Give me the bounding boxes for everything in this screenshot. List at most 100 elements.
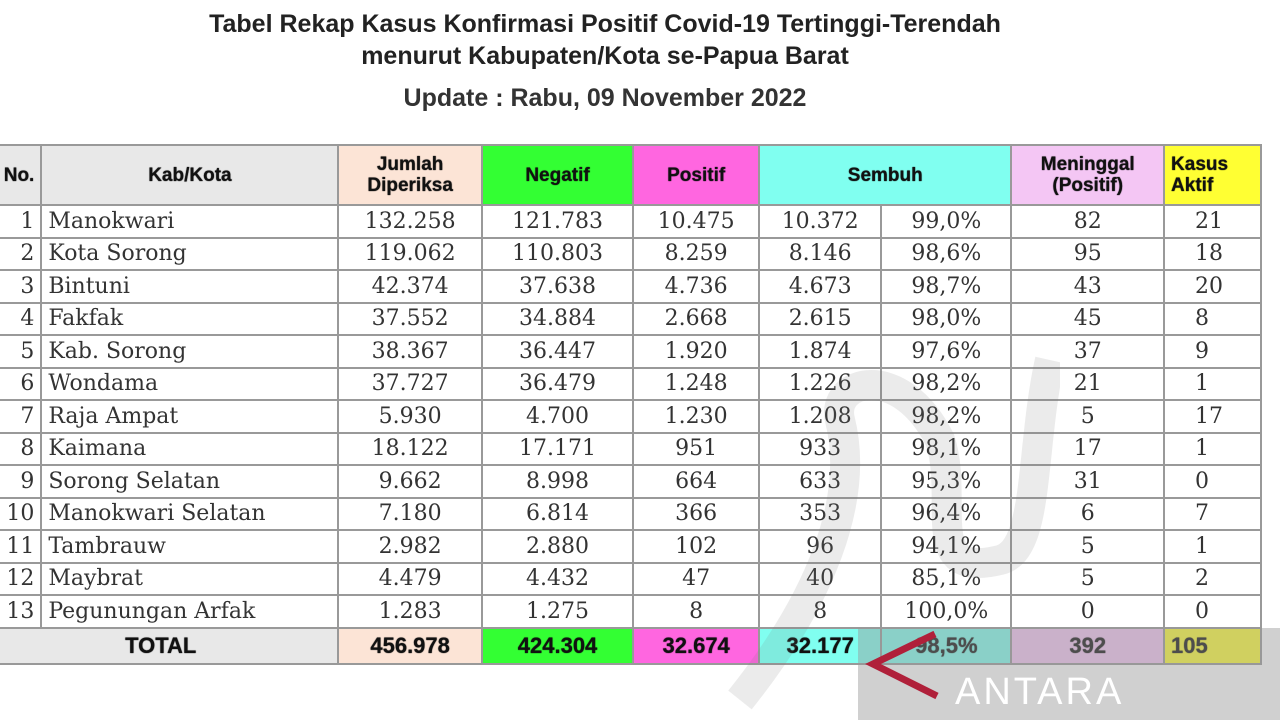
header-kab: Kab/Kota [40,144,340,206]
cell-negatif: 121.783 [480,204,635,239]
cell-kab: Bintuni [40,269,340,304]
cell-negatif: 4.432 [480,561,635,596]
title-line-1: Tabel Rekap Kasus Konfirmasi Positif Cov… [209,10,1001,38]
cell-kab: Manokwari [40,204,340,239]
table-row: 11 Tambrauw 2.982 2.880 102 96 94,1% 5 1 [0,529,1262,564]
cell-negatif: 34.884 [480,301,635,336]
cell-persen: 98,6% [880,236,1013,271]
cell-jumlah: 2.982 [337,529,483,564]
cell-persen: 99,0% [880,204,1013,239]
cell-aktif: 1 [1163,529,1262,564]
cell-no: 12 [0,561,43,596]
total-persen: 98,5% [880,626,1013,665]
update-date: Update : Rabu, 09 November 2022 [403,84,807,112]
cell-aktif: 18 [1163,236,1262,271]
cell-sembuh: 8 [758,594,883,629]
covid-table: No. Kab/Kota Jumlah Diperiksa Negatif Po… [0,144,1262,665]
cell-no: 10 [0,496,43,531]
header-meninggal: Meninggal (Positif) [1010,144,1166,206]
table-row: 2 Kota Sorong 119.062 110.803 8.259 8.146 98,6… [0,236,1262,271]
cell-aktif: 0 [1163,464,1262,499]
cell-meninggal: 17 [1010,431,1166,466]
cell-kab: Wondama [40,366,340,401]
cell-aktif: 2 [1163,561,1262,596]
cell-aktif: 21 [1163,204,1262,239]
cell-sembuh: 1.226 [758,366,883,401]
cell-aktif: 7 [1163,496,1262,531]
cell-kab: Maybrat [40,561,340,596]
cell-negatif: 1.275 [480,594,635,629]
cell-persen: 98,0% [880,301,1013,336]
cell-kab: Manokwari Selatan [40,496,340,531]
cell-positif: 366 [632,496,761,531]
cell-jumlah: 38.367 [337,334,483,369]
cell-aktif: 9 [1163,334,1262,369]
cell-persen: 85,1% [880,561,1013,596]
cell-meninggal: 6 [1010,496,1166,531]
cell-jumlah: 1.283 [337,594,483,629]
cell-negatif: 36.479 [480,366,635,401]
cell-positif: 664 [632,464,761,499]
cell-kab: Tambrauw [40,529,340,564]
cell-positif: 102 [632,529,761,564]
table-row: 5 Kab. Sorong 38.367 36.447 1.920 1.874 97,6% 3… [0,334,1262,369]
cell-persen: 98,1% [880,431,1013,466]
cell-positif: 8 [632,594,761,629]
header-negatif: Negatif [480,144,635,206]
cell-no: 8 [0,431,43,466]
antara-logo-icon [865,630,939,700]
cell-sembuh: 1.874 [758,334,883,369]
cell-kab: Raja Ampat [40,399,340,434]
cell-positif: 47 [632,561,761,596]
cell-no: 7 [0,399,43,434]
cell-positif: 1.920 [632,334,761,369]
cell-sembuh: 96 [758,529,883,564]
cell-aktif: 8 [1163,301,1262,336]
table-row: 1 Manokwari 132.258 121.783 10.475 10.372 99,0… [0,204,1262,239]
cell-aktif: 0 [1163,594,1262,629]
cell-negatif: 17.171 [480,431,635,466]
cell-jumlah: 7.180 [337,496,483,531]
cell-meninggal: 31 [1010,464,1166,499]
cell-positif: 8.259 [632,236,761,271]
table-row: 7 Raja Ampat 5.930 4.700 1.230 1.208 98,2% 5 17 [0,399,1262,434]
cell-persen: 98,2% [880,366,1013,401]
cell-jumlah: 37.552 [337,301,483,336]
cell-kab: Kaimana [40,431,340,466]
cell-meninggal: 43 [1010,269,1166,304]
cell-no: 13 [0,594,43,629]
cell-positif: 10.475 [632,204,761,239]
cell-no: 2 [0,236,43,271]
cell-persen: 95,3% [880,464,1013,499]
antara-watermark-text: ANTARA [955,671,1125,713]
cell-no: 11 [0,529,43,564]
table-row: 4 Fakfak 37.552 34.884 2.668 2.615 98,0% 45 8 [0,301,1262,336]
total-jumlah: 456.978 [337,626,483,665]
total-label: TOTAL [0,626,340,665]
table-row: 12 Maybrat 4.479 4.432 47 40 85,1% 5 2 [0,561,1262,596]
total-positif: 32.674 [632,626,761,665]
cell-negatif: 4.700 [480,399,635,434]
cell-sembuh: 8.146 [758,236,883,271]
cell-kab: Fakfak [40,301,340,336]
cell-no: 3 [0,269,43,304]
total-row: TOTAL 456.978 424.304 32.674 32.177 98,5… [0,626,1262,665]
cell-sembuh: 633 [758,464,883,499]
cell-sembuh: 10.372 [758,204,883,239]
cell-no: 9 [0,464,43,499]
cell-meninggal: 37 [1010,334,1166,369]
table-row: 9 Sorong Selatan 9.662 8.998 664 633 95,3% 31 0 [0,464,1262,499]
cell-persen: 94,1% [880,529,1013,564]
cell-kab: Kota Sorong [40,236,340,271]
table-row: 6 Wondama 37.727 36.479 1.248 1.226 98,2% 21 1 [0,366,1262,401]
table-row: 8 Kaimana 18.122 17.171 951 933 98,1% 17 1 [0,431,1262,466]
cell-jumlah: 42.374 [337,269,483,304]
cell-meninggal: 5 [1010,561,1166,596]
cell-kab: Kab. Sorong [40,334,340,369]
header-sembuh: Sembuh [758,144,1013,206]
cell-positif: 951 [632,431,761,466]
cell-aktif: 17 [1163,399,1262,434]
total-meninggal: 392 [1010,626,1166,665]
cell-negatif: 36.447 [480,334,635,369]
header-jumlah: Jumlah Diperiksa [337,144,483,206]
